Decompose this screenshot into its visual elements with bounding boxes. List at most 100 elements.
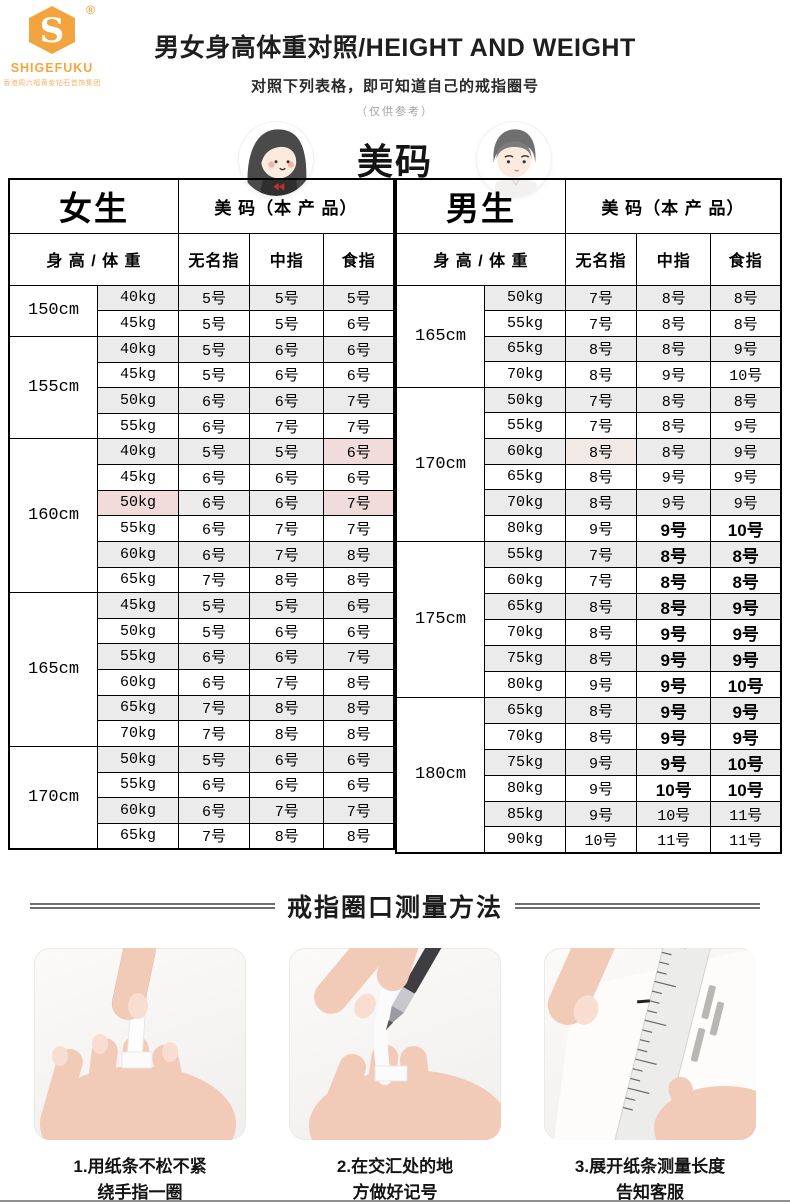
size-cell: 9号 <box>564 774 638 802</box>
table-row: 45kg 5号 6号 6号 <box>9 361 395 389</box>
table-row: 55kg 6号 7号 7号 <box>9 515 395 542</box>
weight-cell: 55kg <box>97 515 179 542</box>
weight-cell: 70kg <box>97 720 179 747</box>
measure-steps-captions: 1.用纸条不松不紧 绕手指一圈 2.在交汇处的地 方做好记号 3.展开纸条测量长… <box>0 1154 790 1202</box>
size-cell: 6号 <box>323 310 395 337</box>
size-cell: 6号 <box>177 464 251 491</box>
size-cell: 9号 <box>636 618 712 646</box>
size-cell: 5号 <box>177 335 251 363</box>
table-row: 65kg 8号 9号 9号 <box>396 463 782 491</box>
height-weight-size-table: 女生美 码（本 产 品）身 高 / 体 重无名指 中指 食指 150cm 40kg 5号 5… <box>8 178 782 854</box>
table-row: 175cm 55kg 7号 8号 8号 <box>395 540 782 698</box>
weight-cell: 65kg <box>484 335 566 363</box>
size-cell: 9号 <box>636 644 712 672</box>
size-cell: 9号 <box>710 489 782 516</box>
size-cell: 7号 <box>564 284 638 312</box>
size-cell: 10号 <box>710 670 782 698</box>
size-cell: 7号 <box>323 643 395 670</box>
size-cell: 7号 <box>323 515 395 542</box>
size-cell: 6号 <box>177 489 251 517</box>
size-cell: 10号 <box>564 826 638 854</box>
size-cell: 8号 <box>710 540 782 568</box>
weight-cell: 65kg <box>484 592 566 620</box>
weight-cell: 80kg <box>484 774 566 802</box>
size-cell: 7号 <box>564 412 638 440</box>
weight-cell: 60kg <box>484 438 566 465</box>
weight-cell: 40kg <box>97 438 179 465</box>
page-subtitle: 对照下列表格，即可知道自己的戒指圈号 <box>250 78 539 95</box>
size-cell: 8号 <box>636 566 712 594</box>
reference-note: （仅供参考） <box>356 106 434 118</box>
step1-caption-line2: 绕手指一圈 <box>97 1182 183 1202</box>
height-cell: 170cm <box>8 745 99 850</box>
measure-steps-photos <box>0 947 790 1140</box>
height-cell: 155cm <box>8 335 99 440</box>
size-cell: 6号 <box>177 412 251 440</box>
size-cell: 8号 <box>564 361 638 388</box>
weight-cell: 50kg <box>484 386 566 414</box>
table-row: 55kg 6号 6号 7号 <box>9 643 395 670</box>
weight-cell: 40kg <box>97 335 179 363</box>
size-cell: 7号 <box>177 822 251 850</box>
size-cell: 7号 <box>249 797 325 824</box>
size-cell: 5号 <box>177 310 251 337</box>
size-cell: 8号 <box>323 720 395 747</box>
shigefuku-hexagon-s-icon: S ® <box>25 3 95 60</box>
us-size-badge: 美码 <box>356 141 433 182</box>
size-cell: 6号 <box>249 643 325 670</box>
height-cell: 180cm <box>395 696 486 854</box>
male-finger-header-0: 无名指 <box>564 232 638 286</box>
table-row: 75kg 8号 9号 9号 <box>396 644 782 672</box>
size-cell: 9号 <box>710 618 782 646</box>
weight-cell: 55kg <box>97 771 179 799</box>
table-row: 70kg 8号 9号 9号 <box>396 722 782 750</box>
weight-cell: 60kg <box>97 540 179 568</box>
size-cell: 6号 <box>323 771 395 799</box>
size-cell: 5号 <box>177 361 251 389</box>
size-cell: 7号 <box>249 540 325 568</box>
table-row: 60kg 7号 8号 8号 <box>396 566 782 594</box>
size-cell: 10号 <box>636 774 712 802</box>
size-cell: 8号 <box>710 386 782 414</box>
size-cell: 6号 <box>177 771 251 799</box>
size-cell: 5号 <box>177 745 251 773</box>
registered-mark: ® <box>86 3 95 17</box>
weight-cell: 55kg <box>484 412 566 440</box>
size-cell: 8号 <box>249 822 325 850</box>
table-row: 65kg 8号 8号 9号 <box>396 335 782 363</box>
height-cell: 150cm <box>8 284 99 337</box>
size-cell: 8号 <box>636 412 712 440</box>
size-cell: 9号 <box>636 463 712 491</box>
table-row: 90kg 10号 11号 11号 <box>396 826 782 854</box>
table-row: 165cm 45kg 5号 5号 6号 <box>8 592 395 747</box>
size-cell: 8号 <box>564 463 638 491</box>
size-cell: 8号 <box>636 540 712 568</box>
weight-cell: 50kg <box>97 617 179 645</box>
size-cell: 9号 <box>710 696 782 724</box>
female-finger-header-0: 无名指 <box>177 232 251 286</box>
size-cell: 6号 <box>323 464 395 491</box>
table-row: 60kg 8号 8号 9号 <box>396 438 782 465</box>
weight-cell: 90kg <box>484 826 566 854</box>
size-cell: 5号 <box>177 438 251 465</box>
weight-cell: 75kg <box>484 748 566 776</box>
size-cell: 5号 <box>249 592 325 619</box>
table-row: 70kg 8号 9号 9号 <box>396 618 782 646</box>
size-cell: 7号 <box>323 489 395 517</box>
size-cell: 9号 <box>636 489 712 516</box>
weight-cell: 60kg <box>484 566 566 594</box>
male-group-header: 男生 <box>395 178 566 234</box>
bottom-divider <box>0 1200 790 1202</box>
size-cell: 9号 <box>636 722 712 750</box>
weight-cell: 65kg <box>97 822 179 850</box>
weight-cell: 55kg <box>97 643 179 670</box>
size-cell: 6号 <box>249 771 325 799</box>
female-height-weight-header: 身 高 / 体 重 <box>8 232 179 286</box>
size-cell: 7号 <box>249 515 325 542</box>
size-cell: 6号 <box>177 515 251 542</box>
divider-line-left <box>30 902 275 909</box>
size-cell: 10号 <box>710 774 782 802</box>
size-cell: 10号 <box>710 748 782 776</box>
size-cell: 9号 <box>710 592 782 620</box>
size-cell: 5号 <box>177 617 251 645</box>
